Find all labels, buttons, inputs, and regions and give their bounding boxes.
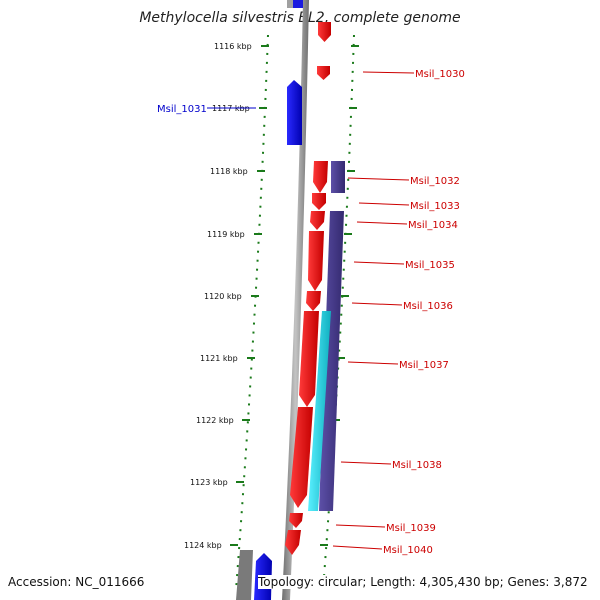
partial-feature-top xyxy=(287,0,293,8)
outer-guide-right xyxy=(322,34,355,591)
tick-label: 1120 kbp xyxy=(204,292,242,301)
gene-label-msil-1030[interactable]: Msil_1030 xyxy=(415,69,465,80)
gene-arrow-msil-1035[interactable] xyxy=(308,231,324,291)
gene-label-msil-1039[interactable]: Msil_1039 xyxy=(386,523,436,534)
gene-arrow-msil-1040[interactable] xyxy=(285,530,301,555)
feature-bar-cyan[interactable] xyxy=(308,311,331,511)
accession-text: Accession: NC_011666 xyxy=(8,575,145,589)
gene-label-msil-1040[interactable]: Msil_1040 xyxy=(383,545,433,556)
gene-arrow-msil-1039[interactable] xyxy=(289,513,303,528)
gene-arrow-msil-1034[interactable] xyxy=(310,211,325,230)
feature-bar-purple[interactable] xyxy=(331,161,345,193)
gene-label-msil-1038[interactable]: Msil_1038 xyxy=(392,460,442,471)
tick-label: 1124 kbp xyxy=(184,541,222,550)
ruler-ticks xyxy=(230,45,269,546)
feature-bar-purple-long[interactable] xyxy=(319,211,344,511)
forward-genes xyxy=(285,22,331,555)
tick-label: 1123 kbp xyxy=(190,478,228,487)
tick-label: 1122 kbp xyxy=(196,416,234,425)
gene-arrow-msil-1036[interactable] xyxy=(306,291,321,311)
outer-guide-left xyxy=(235,34,269,591)
partial-feature-bottom xyxy=(236,550,253,600)
gene-label-msil-1036[interactable]: Msil_1036 xyxy=(403,301,453,312)
feature-bars xyxy=(308,161,345,511)
partial-feature-top-blue xyxy=(293,0,303,8)
ruler-tick-labels: 1116 kbp 1117 kbp 1118 kbp 1119 kbp 1120… xyxy=(184,42,252,550)
genome-backbone xyxy=(282,0,309,600)
gene-arrow-msil-1033[interactable] xyxy=(312,193,326,210)
gene-label-msil-1034[interactable]: Msil_1034 xyxy=(408,220,458,231)
gene-arrow-msil-1031[interactable] xyxy=(287,80,302,145)
tick-label: 1118 kbp xyxy=(210,167,248,176)
gene-label-msil-1031[interactable]: Msil_1031 xyxy=(157,104,207,115)
tick-label: 1121 kbp xyxy=(200,354,238,363)
gene-labels: Msil_1030 Msil_1031 Msil_1032 Msil_1033 … xyxy=(157,69,465,556)
gene-arrow-msil-1037[interactable] xyxy=(299,311,319,407)
gene-label-msil-1032[interactable]: Msil_1032 xyxy=(410,176,460,187)
label-leaders xyxy=(207,71,415,550)
gene-label-msil-1037[interactable]: Msil_1037 xyxy=(399,360,449,371)
tick-label: 1119 kbp xyxy=(207,230,245,239)
gene-arrow-msil-1032[interactable] xyxy=(313,161,328,193)
gene-label-msil-1035[interactable]: Msil_1035 xyxy=(405,260,455,271)
gene-arrow-msil-1029[interactable] xyxy=(318,22,331,42)
gene-arrow-msil-1030[interactable] xyxy=(317,66,330,80)
tick-label: 1116 kbp xyxy=(214,42,252,51)
gene-arrow-msil-1038[interactable] xyxy=(290,407,313,508)
gene-label-msil-1033[interactable]: Msil_1033 xyxy=(410,201,460,212)
genome-summary-text: Topology: circular; Length: 4,305,430 bp… xyxy=(258,575,592,589)
map-title: Methylocella silvestris BL2, complete ge… xyxy=(139,10,461,26)
